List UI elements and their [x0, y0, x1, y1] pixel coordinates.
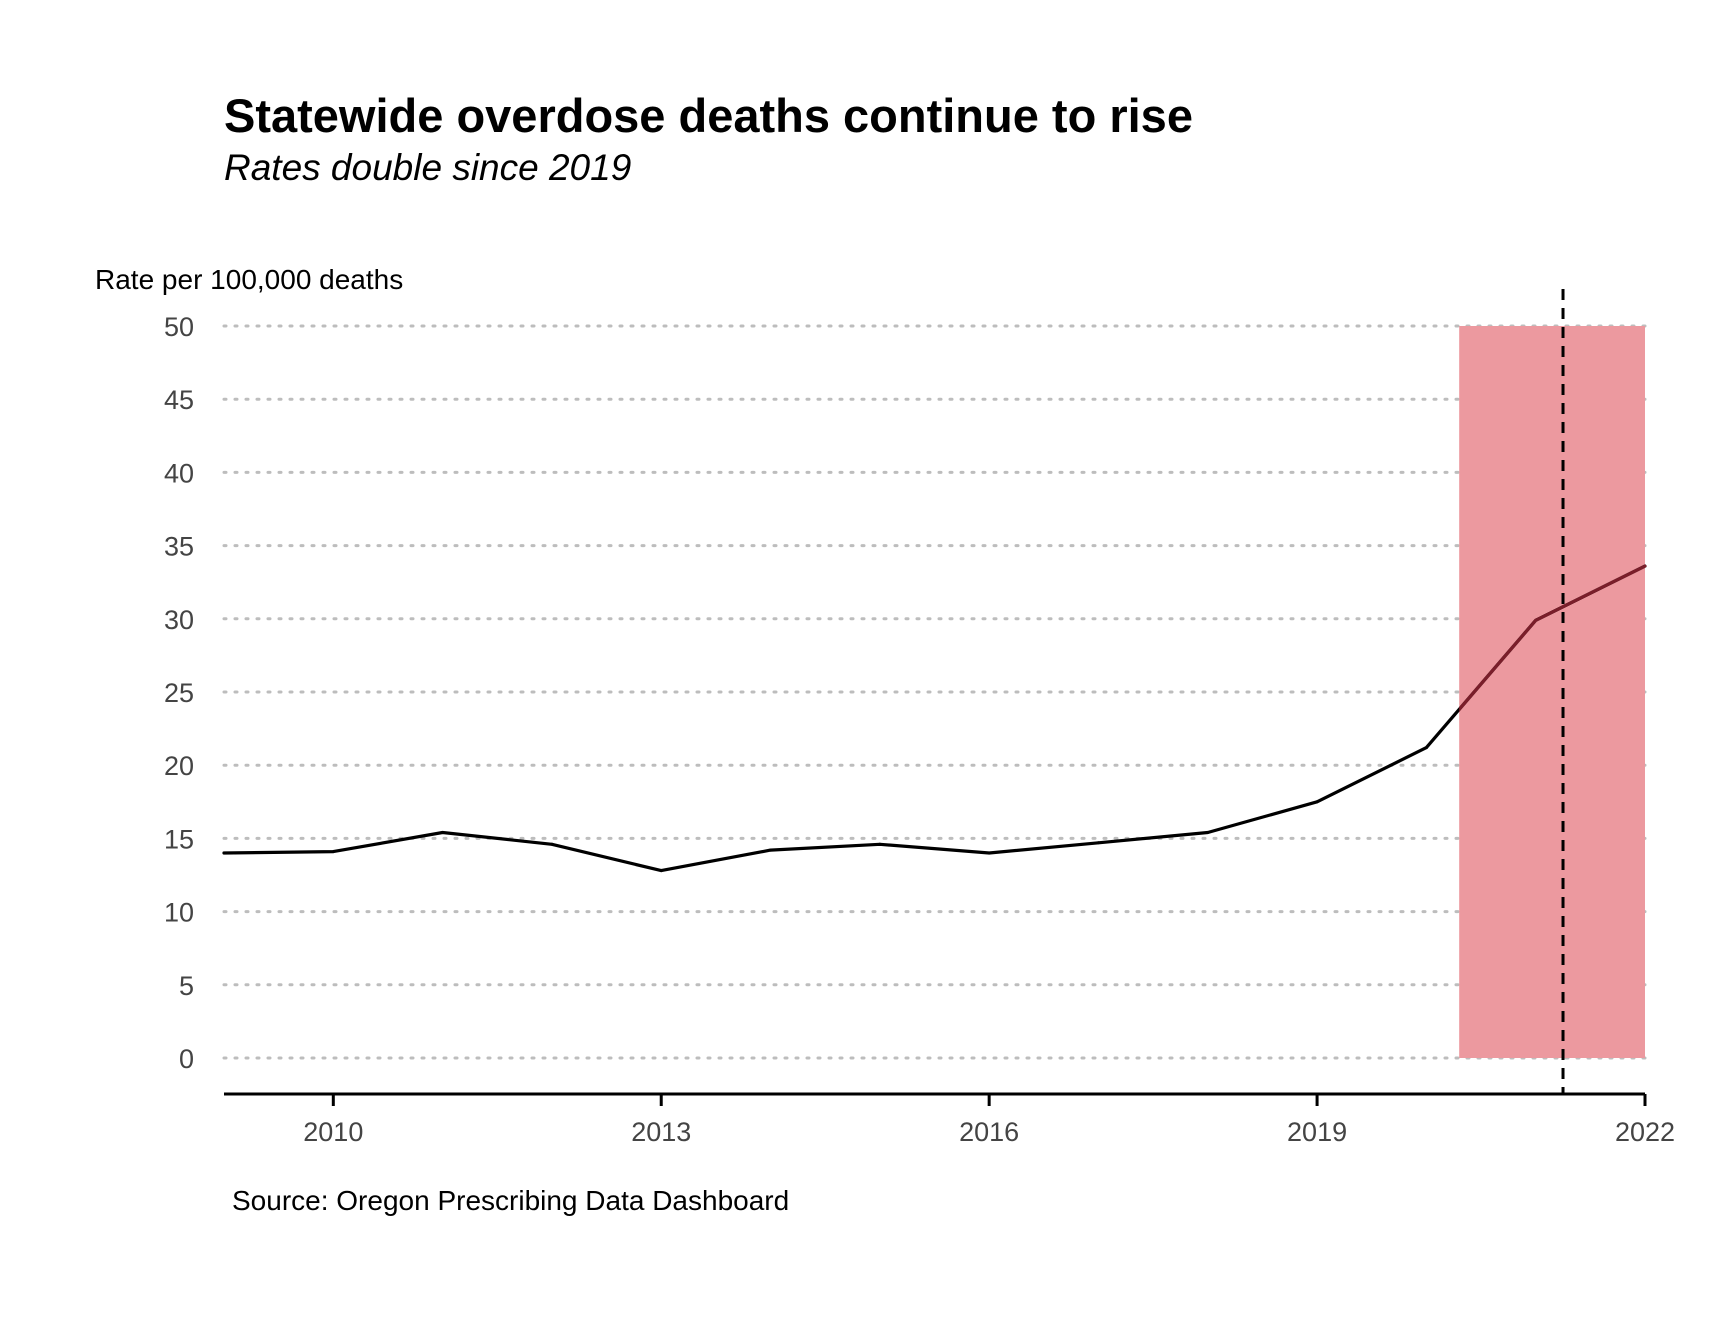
x-axis-ticks: 2010 2013 2016 2019 2022 [303, 1094, 1675, 1147]
y-tick-label: 40 [164, 458, 194, 488]
chart-title: Statewide overdose deaths continue to ri… [224, 89, 1193, 142]
series-line-highlighted [1459, 564, 1645, 712]
x-tick-label: 2010 [303, 1117, 363, 1147]
data-point-2020 [1424, 746, 1428, 750]
x-tick-label: 2016 [959, 1117, 1019, 1147]
data-point-2014 [769, 848, 773, 852]
y-tick-label: 0 [179, 1044, 194, 1074]
y-tick-label: 50 [164, 312, 194, 342]
data-point-2018 [1206, 831, 1210, 835]
data-point-2019 [1315, 800, 1319, 804]
y-tick-label: 20 [164, 751, 194, 781]
y-tick-label: 30 [164, 605, 194, 635]
y-axis-ticks: 0 5 10 15 20 25 30 35 40 45 50 [164, 312, 194, 1074]
series-layer [222, 564, 1647, 873]
data-point-2015 [878, 842, 882, 846]
data-point-2013 [659, 869, 663, 873]
data-point-2011 [441, 831, 445, 835]
series-line [222, 564, 1647, 873]
y-tick-label: 45 [164, 385, 194, 415]
chart-subtitle: Rates double since 2019 [224, 147, 631, 188]
x-tick-label: 2019 [1287, 1117, 1347, 1147]
source-note: Source: Oregon Prescribing Data Dashboar… [232, 1185, 789, 1216]
highlight-band [1459, 326, 1645, 1058]
data-point-2017 [1096, 841, 1100, 845]
data-point-2016 [987, 851, 991, 855]
x-tick-label: 2022 [1615, 1117, 1675, 1147]
gridlines [222, 324, 1647, 1060]
data-point-2022 [1643, 564, 1647, 568]
y-tick-label: 15 [164, 824, 194, 854]
data-point-2021 [1534, 618, 1538, 622]
y-axis-label: Rate per 100,000 deaths [95, 264, 403, 295]
x-tick-label: 2013 [631, 1117, 691, 1147]
highlight-band-layer [1459, 326, 1645, 1058]
data-point-2009 [222, 851, 226, 855]
data-point-2012 [550, 842, 554, 846]
y-tick-label: 5 [179, 971, 194, 1001]
y-tick-label: 25 [164, 678, 194, 708]
y-tick-label: 35 [164, 532, 194, 562]
data-point-2010 [331, 850, 335, 854]
y-tick-label: 10 [164, 898, 194, 928]
